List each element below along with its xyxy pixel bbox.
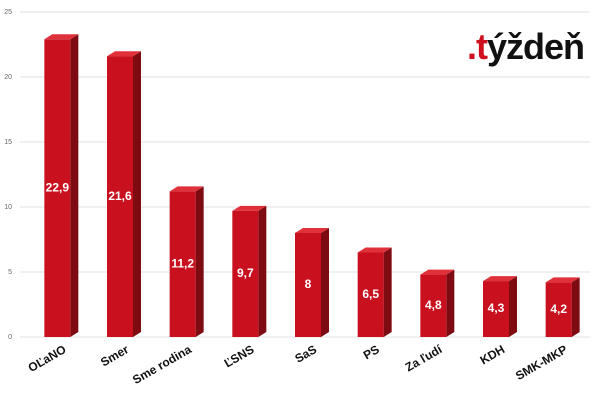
bar-side [383,247,392,337]
bar-side [195,186,204,337]
x-tick-label: KDH [478,342,508,367]
bar-top [357,247,392,253]
bar [483,281,509,337]
bar-side [258,205,267,337]
value-label: 4,3 [488,301,505,315]
x-tick-label: Smer [98,342,131,369]
value-label: 8 [305,277,312,291]
bar-top [169,186,204,192]
x-tick-label: SaS [292,342,319,365]
x-tick-label: Za ľudí [403,342,445,374]
value-label: 6,5 [362,287,379,301]
x-tick-label: Sme rodina [130,342,194,387]
value-label: 22,9 [46,180,70,194]
y-tick-label: 5 [8,269,12,276]
bar-top [295,228,329,233]
bar-side [446,269,455,337]
bar-top [420,269,455,275]
value-label: 4,2 [550,302,567,316]
bar [232,210,259,337]
bar [169,191,196,337]
bar-side [133,51,141,337]
bar [107,56,133,337]
brand-logo: .týždeň [466,26,585,67]
bar-top [545,277,580,283]
y-tick-label: 25 [4,9,12,16]
bar [545,282,572,337]
y-tick-label: 15 [4,139,12,146]
y-tick-label: 0 [8,334,12,341]
x-tick-label: OĽaNO [26,342,69,375]
bar-top [44,34,79,40]
bar-top [483,276,517,282]
bar [420,274,447,337]
bar [357,252,384,337]
bar-side [70,34,79,338]
x-tick-label: ĽSNS [222,342,257,370]
value-label: 9,7 [237,266,254,280]
y-tick-label: 10 [4,204,12,211]
x-tick-label: PS [361,342,382,362]
value-label: 11,2 [171,256,194,270]
bar-top [107,51,141,57]
bar-top [232,205,267,211]
x-tick-label: SMK-MKP [513,342,570,383]
value-label: 21,6 [108,189,132,203]
y-tick-label: 20 [4,74,12,81]
bar-side [321,228,329,337]
bar-side [509,276,517,337]
bar [44,39,71,338]
value-label: 4,8 [425,298,442,312]
bar [295,233,321,337]
bar-side [571,277,580,337]
